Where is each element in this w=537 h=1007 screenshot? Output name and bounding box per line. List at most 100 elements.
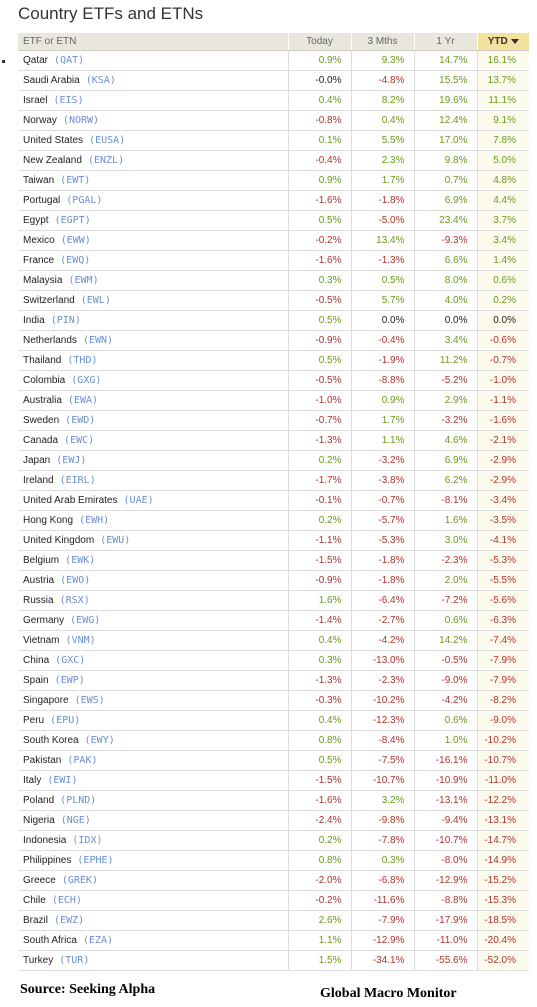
column-header-3mths[interactable]: 3 Mths [350,33,414,51]
etf-name-cell[interactable]: Mexico (EWW) [18,230,288,251]
ticker-link[interactable]: VNM [71,635,90,646]
ticker-link[interactable]: EWN [88,335,108,346]
ticker-link[interactable]: GXC [61,655,80,666]
ticker-link[interactable]: EIS [59,95,78,106]
etf-name-cell[interactable]: Israel (EIS) [18,90,288,111]
one-year-cell: 6.9% [413,190,477,211]
ticker-link[interactable]: EZA [88,935,108,946]
ticker-link[interactable]: EGPT [60,215,85,226]
etf-name-cell[interactable]: Japan (EWJ) [18,450,288,471]
column-header-1yr[interactable]: 1 Yr [413,33,477,51]
etf-name-cell[interactable]: Thailand (THD) [18,350,288,371]
etf-name-cell[interactable]: Portugal (PGAL) [18,190,288,211]
ticker-link[interactable]: EWI [53,775,72,786]
ticker-link[interactable]: EWO [66,575,85,586]
etf-name-cell[interactable]: South Korea (EWY) [18,730,288,751]
etf-name-cell[interactable]: Turkey (TUR) [18,950,288,971]
ticker-link[interactable]: EWU [106,535,125,546]
etf-name-cell[interactable]: South Africa (EZA) [18,930,288,951]
etf-name-cell[interactable]: United States (EUSA) [18,130,288,151]
etf-name-cell[interactable]: Italy (EWI) [18,770,288,791]
etf-name-cell[interactable]: Sweden (EWD) [18,410,288,431]
etf-name-cell[interactable]: Philippines (EPHE) [18,850,288,871]
etf-name-cell[interactable]: India (PIN) [18,310,288,331]
etf-name-cell[interactable]: Singapore (EWS) [18,690,288,711]
ticker-link[interactable]: PIN [56,315,75,326]
etf-name-cell[interactable]: Chile (ECH) [18,890,288,911]
ticker-link[interactable]: EWC [70,435,89,446]
ticker-link[interactable]: EIRL [65,475,90,486]
ticker-link[interactable]: EPHE [83,855,108,866]
etf-name-cell[interactable]: Nigeria (NGE) [18,810,288,831]
ticker-link[interactable]: IDX [78,835,97,846]
ticker-link[interactable]: PLND [66,795,91,806]
ticker-link[interactable]: EPU [56,715,75,726]
ticker-link[interactable]: QAT [60,55,79,66]
ticker-link[interactable]: EWJ [62,455,81,466]
etf-name-cell[interactable]: Egypt (EGPT) [18,210,288,231]
ticker-link[interactable]: RSX [65,595,84,606]
column-header-today[interactable]: Today [287,33,351,51]
etf-name-cell[interactable]: France (EWQ) [18,250,288,271]
etf-name-cell[interactable]: Germany (EWG) [18,610,288,631]
three-month-cell: -12.3% [350,710,414,731]
ticker-link[interactable]: ENZL [93,155,119,166]
ticker-link[interactable]: TUR [65,955,84,966]
etf-name-cell[interactable]: Norway (NORW) [18,110,288,131]
ticker-link[interactable]: EWM [74,275,93,286]
etf-name-cell[interactable]: Malaysia (EWM) [18,270,288,291]
etf-name-cell[interactable]: Spain (EWP) [18,670,288,691]
etf-name-cell[interactable]: United Kingdom (EWU) [18,530,288,551]
ticker-link[interactable]: EWP [60,675,79,686]
etf-name-cell[interactable]: Poland (PLND) [18,790,288,811]
etf-name-cell[interactable]: Vietnam (VNM) [18,630,288,651]
etf-name-cell[interactable]: Greece (GREK) [18,870,288,891]
etf-name-cell[interactable]: Russia (RSX) [18,590,288,611]
etf-name-cell[interactable]: China (GXC) [18,650,288,671]
ticker-link[interactable]: EWZ [60,915,79,926]
ticker-link[interactable]: EWS [80,695,99,706]
etf-name-cell[interactable]: United Arab Emirates (UAE) [18,490,288,511]
etf-name-cell[interactable]: Netherlands (EWN) [18,330,288,351]
ytd-cell: -1.1% [476,390,529,411]
ticker-link[interactable]: EWY [90,735,109,746]
etf-name-cell[interactable]: New Zealand (ENZL) [18,150,288,171]
etf-name-cell[interactable]: Indonesia (IDX) [18,830,288,851]
ticker-link[interactable]: EUSA [95,135,120,146]
etf-name-cell[interactable]: Colombia (GXG) [18,370,288,391]
ticker-link[interactable]: EWL [86,295,105,306]
ticker-link[interactable]: UAE [129,495,148,506]
column-header-etf[interactable]: ETF or ETN [18,33,288,51]
ticker-link[interactable]: PGAL [72,195,97,206]
ticker-link[interactable]: NORW [68,115,94,126]
etf-name-cell[interactable]: Brazil (EWZ) [18,910,288,931]
ticker-link[interactable]: EWQ [66,255,85,266]
ticker-link[interactable]: GXG [77,375,96,386]
etf-name-cell[interactable]: Taiwan (EWT) [18,170,288,191]
ticker-link[interactable]: KSA [91,75,110,86]
ticker-link[interactable]: ECH [57,895,76,906]
etf-name-cell[interactable]: Switzerland (EWL) [18,290,288,311]
etf-name-cell[interactable]: Saudi Arabia (KSA) [18,70,288,91]
etf-name-cell[interactable]: Hong Kong (EWH) [18,510,288,531]
etf-name-cell[interactable]: Austria (EWO) [18,570,288,591]
ticker-link[interactable]: NGE [66,815,85,826]
column-header-ytd[interactable]: YTD [476,33,529,51]
ticker-link[interactable]: EWK [71,555,90,566]
etf-name-cell[interactable]: Pakistan (PAK) [18,750,288,771]
ticker-link[interactable]: EWA [73,395,93,406]
ticker-link[interactable]: PAK [73,755,92,766]
ticker-link[interactable]: GREK [67,875,92,886]
ticker-link[interactable]: EWH [85,515,104,526]
etf-name-cell[interactable]: Australia (EWA) [18,390,288,411]
etf-name-cell[interactable]: Peru (EPU) [18,710,288,731]
etf-name-cell[interactable]: Canada (EWC) [18,430,288,451]
etf-name-cell[interactable]: Ireland (EIRL) [18,470,288,491]
etf-name-cell[interactable]: Qatar (QAT) [18,50,288,71]
ticker-link[interactable]: EWG [76,615,95,626]
ticker-link[interactable]: THD [73,355,92,366]
etf-name-cell[interactable]: Belgium (EWK) [18,550,288,571]
ticker-link[interactable]: EWT [66,175,85,186]
ticker-link[interactable]: EWD [71,415,90,426]
ticker-link[interactable]: EWW [66,235,85,246]
